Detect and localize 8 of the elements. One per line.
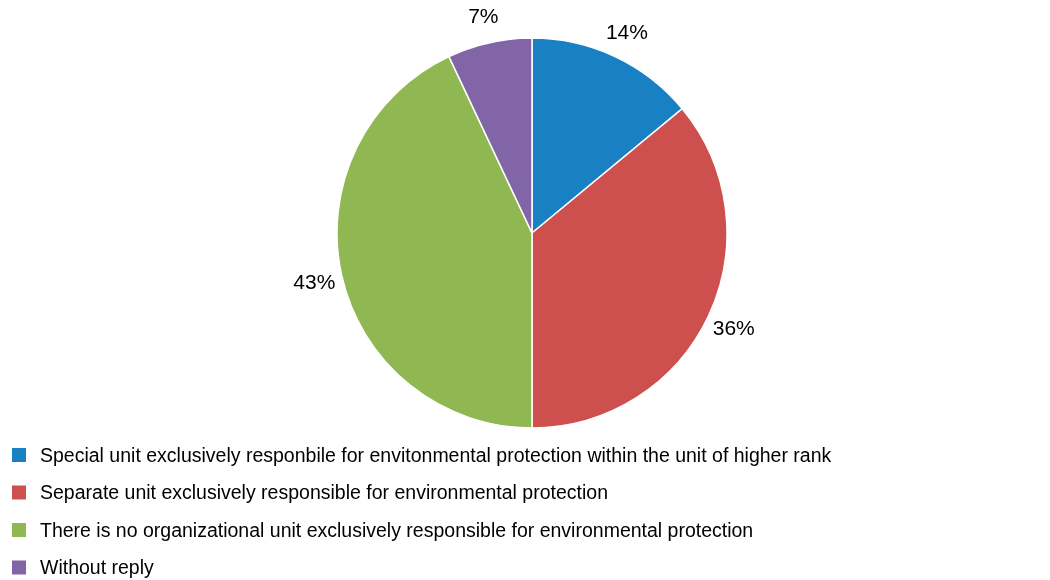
data-label: 43% bbox=[293, 270, 336, 293]
legend-label: There is no organizational unit exclusively responsible for environmental protection bbox=[40, 518, 754, 541]
data-label: 7% bbox=[468, 3, 499, 27]
legend-label: Without reply bbox=[40, 556, 155, 579]
legend-label: Special unit exclusively responbile for envitonmental protection within the unit of higher rank bbox=[40, 443, 832, 466]
legend-label: Separate unit exclusively responsible for environmental protection bbox=[40, 481, 608, 504]
data-label: 36% bbox=[712, 316, 755, 340]
data-label: 14% bbox=[605, 19, 648, 43]
